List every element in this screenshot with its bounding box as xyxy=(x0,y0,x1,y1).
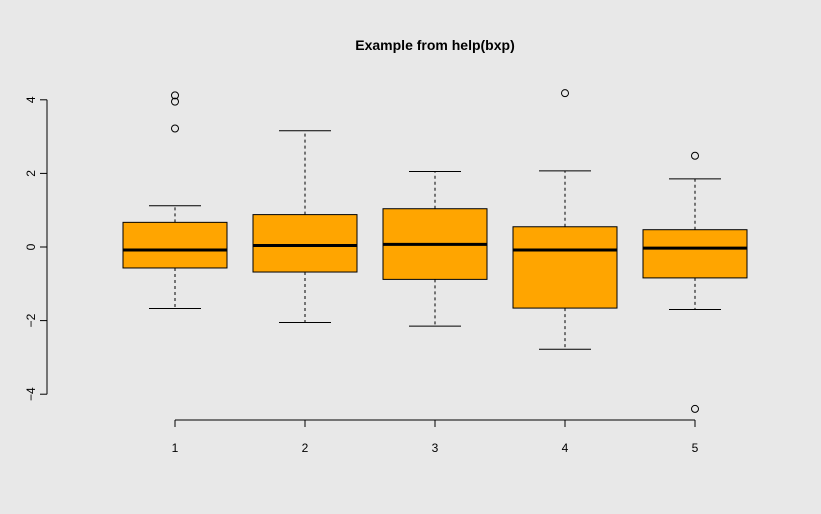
chart-title: Example from help(bxp) xyxy=(355,37,514,53)
x-tick-label: 2 xyxy=(302,441,309,455)
x-tick-label: 5 xyxy=(692,441,699,455)
y-tick-label: −4 xyxy=(24,387,38,401)
x-tick-label: 4 xyxy=(562,441,569,455)
box-rect xyxy=(253,215,357,272)
x-tick-label: 3 xyxy=(432,441,439,455)
y-tick-label: 4 xyxy=(24,96,38,103)
x-tick-label: 1 xyxy=(172,441,179,455)
box-rect xyxy=(513,227,617,308)
y-tick-label: 2 xyxy=(24,170,38,177)
box-rect xyxy=(643,230,747,278)
y-tick-label: 0 xyxy=(24,243,38,250)
y-tick-label: −2 xyxy=(24,313,38,327)
box-rect xyxy=(123,222,227,268)
